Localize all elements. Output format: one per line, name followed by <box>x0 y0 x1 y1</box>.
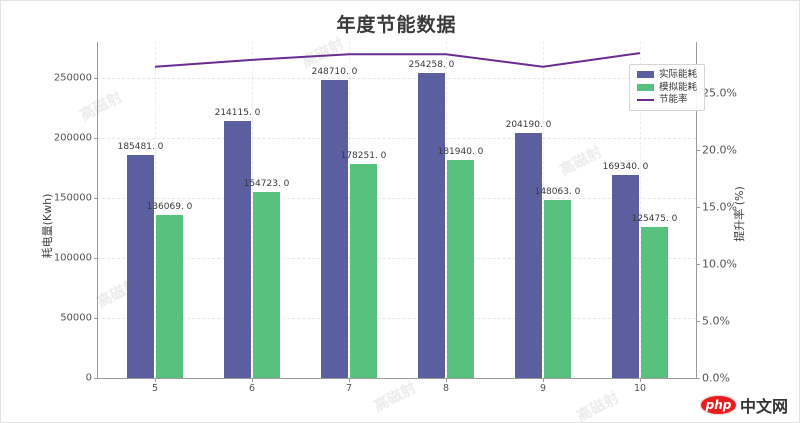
h-gridline <box>97 198 696 199</box>
bar-simulated <box>641 227 668 378</box>
bar-actual <box>418 72 445 378</box>
bar-value-label: 181940. 0 <box>437 146 484 157</box>
bar-value-label: 214115. 0 <box>214 108 261 119</box>
left-tick-label: 200000 <box>53 132 92 144</box>
right-tick-label: 10.0% <box>702 257 737 271</box>
chart-title: 年度节能数据 <box>336 14 457 36</box>
legend-label: 实际能耗 <box>659 69 698 80</box>
v-gridline <box>349 42 350 378</box>
left-tick-mark <box>94 378 97 379</box>
php-logo-text: 中文网 <box>739 397 788 416</box>
bar-value-label: 169340. 0 <box>602 161 649 172</box>
left-tick-label: 0 <box>85 372 92 384</box>
right-tick-mark <box>697 150 700 151</box>
v-gridline <box>640 42 641 378</box>
legend-label: 模拟能耗 <box>659 81 698 93</box>
bar-actual <box>515 132 542 378</box>
legend-swatch-bar <box>637 71 654 79</box>
x-tick-mark <box>155 379 156 382</box>
x-tick-mark <box>446 379 447 382</box>
right-tick-label: 5.0% <box>702 314 730 328</box>
h-gridline <box>97 138 696 139</box>
bar-value-label: 136069. 0 <box>146 201 193 212</box>
h-gridline <box>97 78 696 79</box>
bar-value-label: 248710. 0 <box>311 66 358 77</box>
left-tick-label: 100000 <box>53 252 92 264</box>
legend-label: 节能率 <box>659 94 688 105</box>
legend-item: 节能率 <box>637 95 697 105</box>
watermark-text: 高磁射 <box>573 388 622 423</box>
bar-value-label: 185481. 0 <box>117 142 164 153</box>
left-tick-mark <box>94 198 97 199</box>
right-tick-label: 15.0% <box>702 200 737 214</box>
left-tick-label: 250000 <box>53 72 92 84</box>
legend-item: 实际能耗 <box>637 70 697 80</box>
right-axis-label: 提升率 (%) <box>733 186 746 242</box>
left-tick-mark <box>94 258 97 259</box>
right-tick-mark <box>697 321 700 322</box>
left-tick-label: 50000 <box>60 312 92 324</box>
bar-value-label: 125475. 0 <box>631 214 678 225</box>
x-tick-label: 7 <box>345 383 353 394</box>
left-tick-mark <box>94 138 97 139</box>
right-tick-mark <box>697 378 700 379</box>
bar-simulated <box>544 200 571 378</box>
bar-actual <box>127 155 154 378</box>
bar-value-label: 148063. 0 <box>534 187 581 198</box>
bar-actual <box>612 174 639 378</box>
watermark-text: 高磁射 <box>76 87 125 125</box>
x-tick-label: 5 <box>151 383 159 394</box>
right-tick-mark <box>697 264 700 265</box>
v-gridline <box>543 42 544 378</box>
legend-swatch-bar <box>637 83 654 91</box>
y-axis-right-spine <box>696 42 697 378</box>
v-gridline <box>446 42 447 378</box>
bar-simulated <box>156 214 183 378</box>
bar-value-label: 178251. 0 <box>340 151 387 162</box>
watermark-text: 高磁射 <box>556 142 605 180</box>
v-gridline <box>252 42 253 378</box>
x-tick-mark <box>252 379 253 382</box>
y-axis-left-spine <box>97 42 98 378</box>
bar-value-label: 204190. 0 <box>505 119 552 130</box>
x-tick-label: 8 <box>442 383 450 394</box>
left-tick-mark <box>94 78 97 79</box>
phpcn-logo: php 中文网 <box>699 393 788 417</box>
x-tick-label: 10 <box>633 383 647 394</box>
x-tick-mark <box>349 379 350 382</box>
right-tick-label: 20.0% <box>702 143 737 157</box>
right-tick-label: 25.0% <box>702 86 737 100</box>
right-tick-label: 0.0% <box>702 371 730 385</box>
h-gridline <box>97 318 696 319</box>
left-tick-mark <box>94 318 97 319</box>
x-tick-mark <box>640 379 641 382</box>
bar-simulated <box>253 192 280 378</box>
php-logo-badge: php <box>699 395 737 415</box>
h-gridline <box>97 258 696 259</box>
legend-item: 模拟能耗 <box>637 81 698 93</box>
legend-swatch-line <box>637 98 654 101</box>
right-tick-mark <box>697 207 700 208</box>
x-axis-spine <box>97 378 697 379</box>
legend: 实际能耗 模拟能耗 节能率 <box>629 64 706 111</box>
bar-actual <box>321 79 348 378</box>
bar-value-label: 254258. 0 <box>408 59 455 70</box>
left-tick-label: 150000 <box>53 192 92 204</box>
x-tick-label: 6 <box>248 383 256 394</box>
left-axis-label: 耗电量(Kwh) <box>41 193 54 259</box>
v-gridline <box>155 42 156 378</box>
bar-simulated <box>350 164 377 378</box>
bar-value-label: 154723. 0 <box>243 179 290 190</box>
x-tick-label: 9 <box>539 383 547 394</box>
bar-simulated <box>447 159 474 378</box>
x-tick-mark <box>543 379 544 382</box>
watermark-text: 高磁射 <box>370 378 419 416</box>
bar-actual <box>224 121 251 378</box>
